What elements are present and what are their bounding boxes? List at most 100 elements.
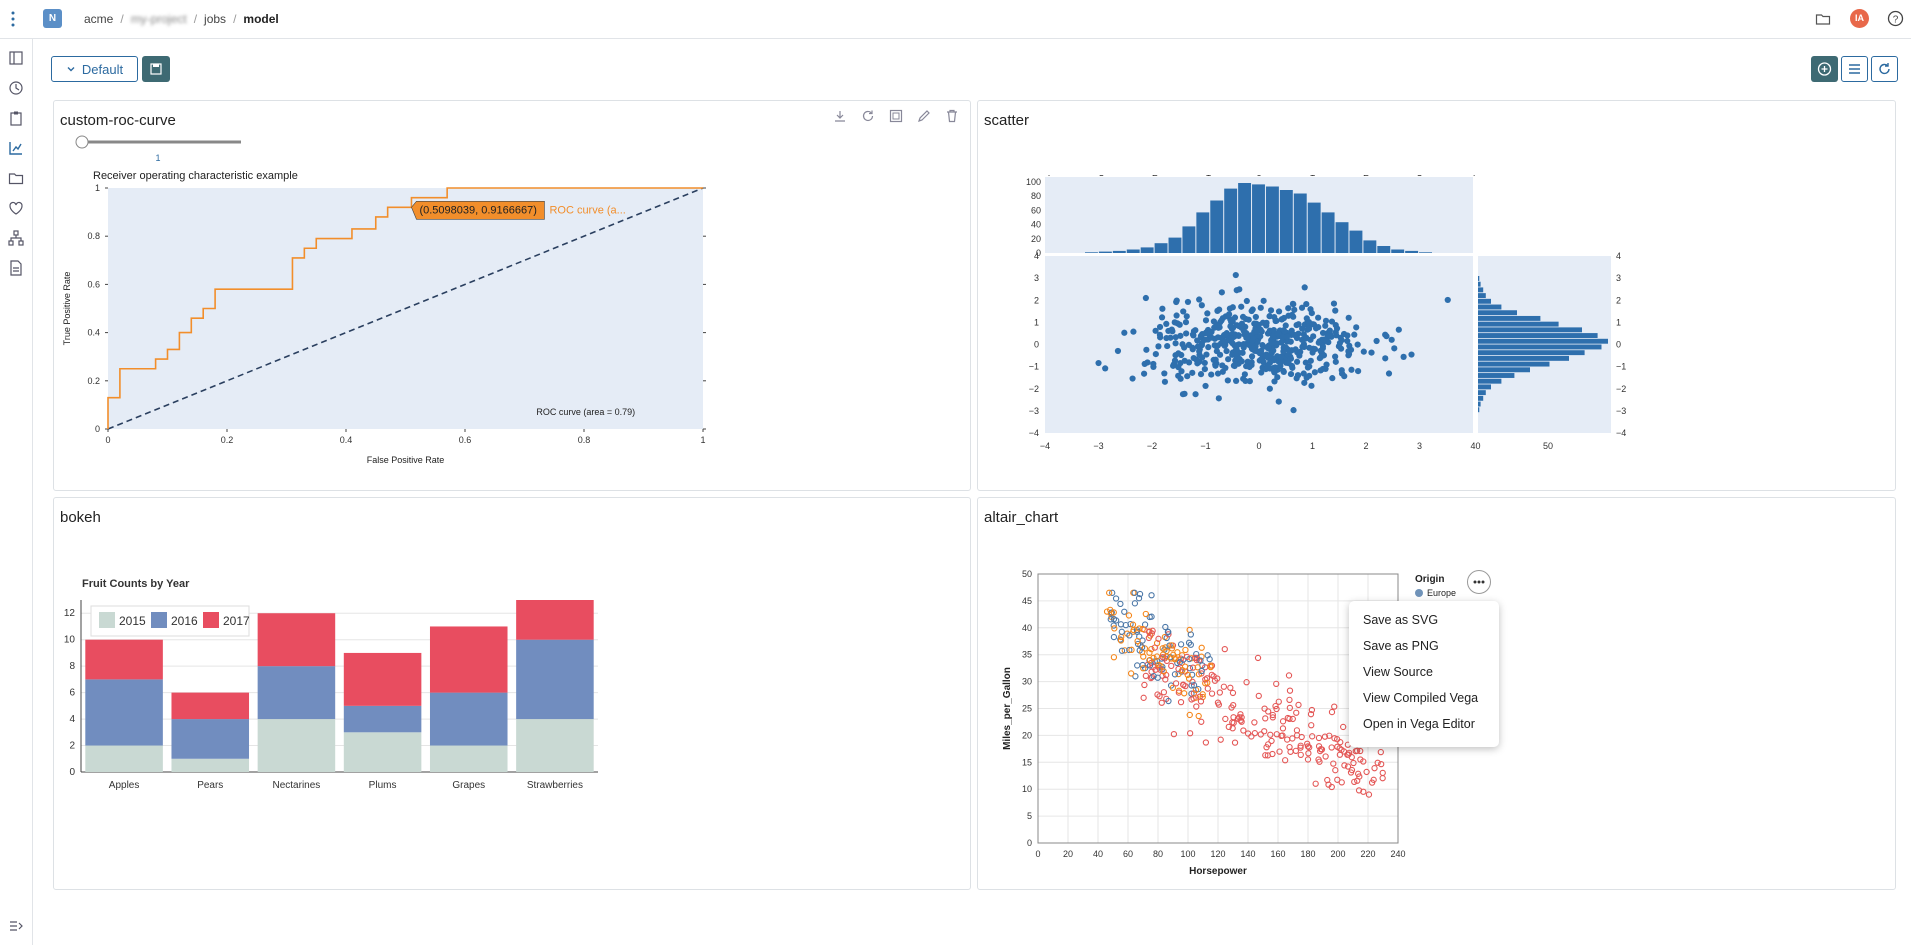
history-icon[interactable] <box>7 79 25 97</box>
clipboard-icon[interactable] <box>7 109 25 127</box>
scatter-point <box>1262 366 1270 373</box>
scatter-point <box>1188 696 1195 703</box>
avatar[interactable]: IA <box>1850 9 1869 28</box>
y-tick-label: −2 <box>1029 384 1039 394</box>
breadcrumb-section[interactable]: jobs <box>204 12 227 26</box>
breadcrumb-project[interactable]: my-project <box>130 12 187 26</box>
scatter-point <box>1306 344 1313 351</box>
fullscreen-icon[interactable] <box>888 108 904 124</box>
list-view-button[interactable] <box>1841 56 1868 82</box>
scatter-point <box>1303 334 1310 341</box>
top-hist-tick-label: 100 <box>1026 177 1041 187</box>
y-tick-label: 0.8 <box>87 231 100 241</box>
menu-item-view-compiled-vega[interactable]: View Compiled Vega <box>1363 691 1479 705</box>
top-hist-bar <box>1293 193 1307 253</box>
scatter-point <box>1162 676 1169 683</box>
top-hist-bar <box>1168 237 1182 253</box>
scatter-point <box>1226 305 1234 312</box>
scatter-point <box>1332 358 1339 365</box>
scatter-point <box>1374 759 1381 766</box>
scatter-point <box>1315 339 1322 346</box>
breadcrumb-org[interactable]: acme <box>84 12 114 26</box>
scatter-point <box>1255 692 1262 700</box>
scatter-point <box>1161 378 1169 385</box>
reload-icon[interactable] <box>860 108 876 124</box>
top-hist-bar <box>1196 212 1210 253</box>
scatter-point <box>1150 363 1157 371</box>
x-tick-label: −1 <box>1200 441 1210 451</box>
menu-item-save-svg[interactable]: Save as SVG <box>1363 613 1439 627</box>
scatter-point <box>1152 351 1159 358</box>
view-select-button[interactable]: Default <box>51 56 138 82</box>
panel-icon[interactable] <box>7 49 25 67</box>
scatter-point <box>1121 329 1128 336</box>
hierarchy-icon[interactable] <box>7 229 25 247</box>
scatter-point <box>1303 374 1310 381</box>
scatter-point <box>1227 323 1234 330</box>
scatter-point <box>1117 621 1125 628</box>
scatter-point <box>1218 289 1225 296</box>
expand-sidebar-icon[interactable] <box>7 917 25 935</box>
x-tick-label: Apples <box>109 780 140 791</box>
folder-icon[interactable] <box>1815 11 1831 32</box>
altair-actions-button[interactable] <box>1467 570 1491 594</box>
scatter-point <box>1243 363 1250 370</box>
scatter-point <box>1148 592 1155 599</box>
scatter-point <box>1304 756 1312 763</box>
scatter-point <box>1146 613 1153 621</box>
menu-item-open-vega-editor[interactable]: Open in Vega Editor <box>1363 717 1475 731</box>
project-badge[interactable]: N <box>43 9 62 28</box>
y-tick-label: 0 <box>1027 838 1032 848</box>
scatter-point <box>1336 339 1344 347</box>
menu-item-save-png[interactable]: Save as PNG <box>1363 639 1439 653</box>
folder-upload-icon[interactable] <box>7 169 25 187</box>
refresh-button[interactable] <box>1871 56 1898 82</box>
scatter-point <box>1248 359 1255 366</box>
scatter-point <box>1207 662 1214 669</box>
scatter-point <box>1202 739 1210 746</box>
scatter-point <box>1298 733 1305 741</box>
scatter-point <box>1238 324 1245 331</box>
y-tick-label: 50 <box>1022 569 1032 579</box>
scatter-point <box>1295 701 1302 709</box>
scatter-point <box>1216 689 1223 696</box>
health-icon[interactable] <box>7 199 25 217</box>
roc-slider[interactable]: 1 <box>75 135 245 165</box>
scatter-point <box>1117 600 1124 608</box>
scatter-point <box>1155 635 1162 642</box>
document-icon[interactable] <box>7 259 25 277</box>
app-menu-icon[interactable] <box>10 10 16 28</box>
bar-segment-2016 <box>257 666 336 720</box>
y-tick-label: −1 <box>1029 362 1039 372</box>
scatter-point <box>1196 693 1203 700</box>
scatter-point <box>1326 732 1333 739</box>
download-icon[interactable] <box>832 108 848 124</box>
save-view-button[interactable] <box>142 56 170 82</box>
help-icon[interactable]: ? <box>1887 10 1904 32</box>
scatter-point <box>1279 334 1286 341</box>
scatter-point <box>1230 701 1237 709</box>
add-widget-button[interactable] <box>1811 56 1838 82</box>
scatter-point <box>1253 327 1260 335</box>
scatter-point <box>1232 347 1239 354</box>
menu-item-view-source[interactable]: View Source <box>1363 665 1433 679</box>
scatter-point <box>1321 733 1329 740</box>
scatter-point <box>1182 646 1189 654</box>
scatter-point <box>1323 337 1331 344</box>
scatter-chart: 100806040200−4−3−2−1012344433221100−1−1−… <box>1026 175 1626 451</box>
scatter-point <box>1220 683 1228 690</box>
scatter-point <box>1363 768 1370 776</box>
scatter-point <box>1286 743 1293 751</box>
y-tick-label: 4 <box>69 714 75 725</box>
edit-icon[interactable] <box>916 108 932 124</box>
top-x-tick-label: 3 <box>1417 175 1423 179</box>
y-tick-label: 2 <box>69 741 75 752</box>
delete-icon[interactable] <box>944 108 960 124</box>
scatter-point <box>1269 750 1276 758</box>
scatter-point <box>1118 628 1125 635</box>
scatter-point <box>1184 671 1191 679</box>
y-tick-label: 10 <box>1022 784 1032 794</box>
scatter-point <box>1191 654 1199 662</box>
charts-icon[interactable] <box>7 139 25 157</box>
x-tick-label: 160 <box>1270 849 1285 859</box>
